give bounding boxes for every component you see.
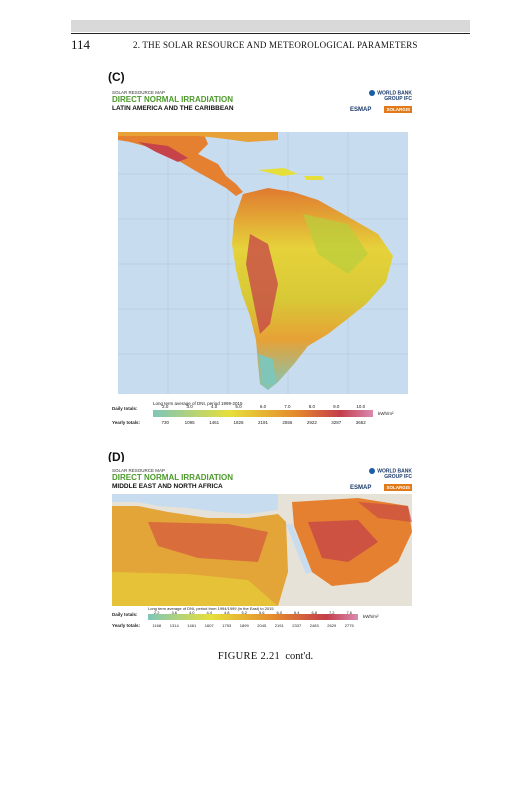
map-middle-east-north-africa: SOLAR RESOURCE MAP DIRECT NORMAL IRRADIA… xyxy=(108,462,416,640)
daily-total-value: 8.0 xyxy=(308,404,315,409)
yearly-total-value: 2775 xyxy=(344,623,354,628)
daily-total-value: 3.0 xyxy=(186,404,193,409)
yearly-total-value: 1607 xyxy=(204,623,214,628)
daily-totals-values: 2.2 3.6 4.0 4.4 4.8 5.2 5.6 6.0 6.4 6.8 7.2 7.6 xyxy=(148,610,358,615)
map-title: DIRECT NORMAL IRRADIATION xyxy=(112,473,234,482)
daily-total-value: 2.2 xyxy=(153,610,160,615)
daily-total-value: 2.0 xyxy=(162,404,169,409)
panel-label-c: (C) xyxy=(108,70,125,84)
yearly-total-value: 2045 xyxy=(257,623,267,628)
daily-totals-label: Daily totals: xyxy=(112,612,138,617)
caption-text: cont'd. xyxy=(285,651,314,662)
yearly-totals-label: Yearly totals: xyxy=(112,420,141,425)
yearly-total-value: 1753 xyxy=(222,623,232,628)
ifc-logo: IFC xyxy=(403,96,412,103)
daily-total-value: 6.8 xyxy=(311,610,318,615)
yearly-total-value: 1461 xyxy=(187,623,197,628)
daily-totals-label: Daily totals: xyxy=(112,406,138,411)
world-bank-logo: WORLD BANK GROUP IFC xyxy=(350,468,412,480)
caribbean-islands xyxy=(258,168,324,180)
map-small-title: SOLAR RESOURCE MAP xyxy=(112,468,166,473)
legend-title: Long term average of DNI, period from 19… xyxy=(148,606,274,611)
yearly-total-value: 730 xyxy=(161,420,169,425)
world-bank-logo: WORLD BANK GROUP IFC xyxy=(350,90,412,102)
daily-total-value: 7.0 xyxy=(284,404,291,409)
daily-total-value: 3.6 xyxy=(171,610,178,615)
latin-america-map-graphic xyxy=(118,132,408,417)
yearly-total-value: 2191 xyxy=(257,420,268,425)
map-title: DIRECT NORMAL IRRADIATION xyxy=(112,95,234,104)
map-header-c: SOLAR RESOURCE MAP DIRECT NORMAL IRRADIA… xyxy=(112,90,234,113)
yearly-total-value: 2483 xyxy=(309,623,319,628)
daily-total-value: 5.0 xyxy=(235,404,242,409)
map-header-d: SOLAR RESOURCE MAP DIRECT NORMAL IRRADIA… xyxy=(112,468,233,491)
map-subtitle: MIDDLE EAST AND NORTH AFRICA xyxy=(112,483,223,490)
daily-total-value: 4.0 xyxy=(188,610,195,615)
daily-total-value: 5.6 xyxy=(258,610,265,615)
running-head: 2. THE SOLAR RESOURCE AND METEOROLOGICAL… xyxy=(133,40,418,50)
solargis-logo: SOLARGIS xyxy=(384,484,412,492)
yearly-totals-values: 730 1095 1461 1826 2191 2556 2922 3287 3652 xyxy=(153,420,373,425)
mediterranean-sea xyxy=(112,494,278,514)
logos-c: WORLD BANK GROUP IFC ESMAP SOLARGIS xyxy=(350,90,412,114)
daily-total-value: 4.4 xyxy=(206,610,213,615)
yearly-total-value: 3652 xyxy=(355,420,366,425)
yearly-total-value: 1168 xyxy=(152,623,162,628)
panel-label-d: (D) xyxy=(108,450,125,464)
ifc-logo: IFC xyxy=(403,474,412,481)
daily-total-value: 10.0 xyxy=(356,404,366,409)
daily-total-value: 4.0 xyxy=(210,404,218,409)
daily-total-value: 9.0 xyxy=(333,404,340,409)
mena-map-graphic xyxy=(112,494,412,620)
yearly-total-value: 2556 xyxy=(282,420,293,425)
daily-total-value: 7.2 xyxy=(328,610,335,615)
yearly-total-value: 1461 xyxy=(209,420,220,425)
daily-totals-values: 2.0 3.0 4.0 5.0 6.0 7.0 8.0 9.0 10.0 xyxy=(153,404,373,409)
daily-total-value: 6.0 xyxy=(259,404,267,409)
daily-total-value: 7.6 xyxy=(346,610,353,615)
globe-icon xyxy=(369,468,376,474)
solargis-logo: SOLARGIS xyxy=(384,106,412,114)
legend-gradient xyxy=(153,410,373,417)
yearly-total-value: 1314 xyxy=(169,623,179,628)
yearly-total-value: 1826 xyxy=(233,420,244,425)
yearly-total-value: 2629 xyxy=(327,623,337,628)
legend-title: Long term average of DNI, period 1999-20… xyxy=(153,401,243,406)
figure-caption: FIGURE 2.21 cont'd. xyxy=(0,651,531,662)
map-subtitle: LATIN AMERICA AND THE CARIBBEAN xyxy=(112,105,234,112)
yearly-totals-values: 1168 1314 1461 1607 1753 1899 2045 2191 2337 2483… xyxy=(148,623,358,628)
legend-unit: kWh/m² xyxy=(378,411,394,416)
yearly-totals-label: Yearly totals: xyxy=(112,623,141,628)
page-number: 114 xyxy=(71,37,91,52)
daily-total-value: 5.2 xyxy=(241,610,248,615)
map-small-title: SOLAR RESOURCE MAP xyxy=(112,90,166,95)
yearly-total-value: 1095 xyxy=(184,420,195,425)
daily-total-value: 6.0 xyxy=(276,610,283,615)
yearly-total-value: 3287 xyxy=(331,420,342,425)
yearly-total-value: 2922 xyxy=(306,420,317,425)
figure-number: FIGURE 2.21 xyxy=(217,651,281,662)
yearly-total-value: 2337 xyxy=(292,623,302,628)
esmap-logo: ESMAP xyxy=(350,484,372,491)
mexico-region xyxy=(118,132,243,196)
globe-icon xyxy=(369,90,376,96)
header-rule xyxy=(71,33,470,34)
header-bar xyxy=(71,20,470,32)
legend-unit: kWh/m² xyxy=(363,614,379,619)
daily-total-value: 4.8 xyxy=(223,610,230,615)
logos-d: WORLD BANK GROUP IFC ESMAP SOLARGIS xyxy=(350,468,412,492)
daily-total-value: 6.4 xyxy=(293,610,300,615)
yearly-total-value: 2191 xyxy=(274,623,284,628)
red-sea xyxy=(286,524,312,574)
legend-gradient xyxy=(148,614,358,620)
map-latin-america: SOLAR RESOURCE MAP DIRECT NORMAL IRRADIA… xyxy=(108,84,416,440)
yearly-total-value: 1899 xyxy=(239,623,249,628)
esmap-logo: ESMAP xyxy=(350,106,372,113)
